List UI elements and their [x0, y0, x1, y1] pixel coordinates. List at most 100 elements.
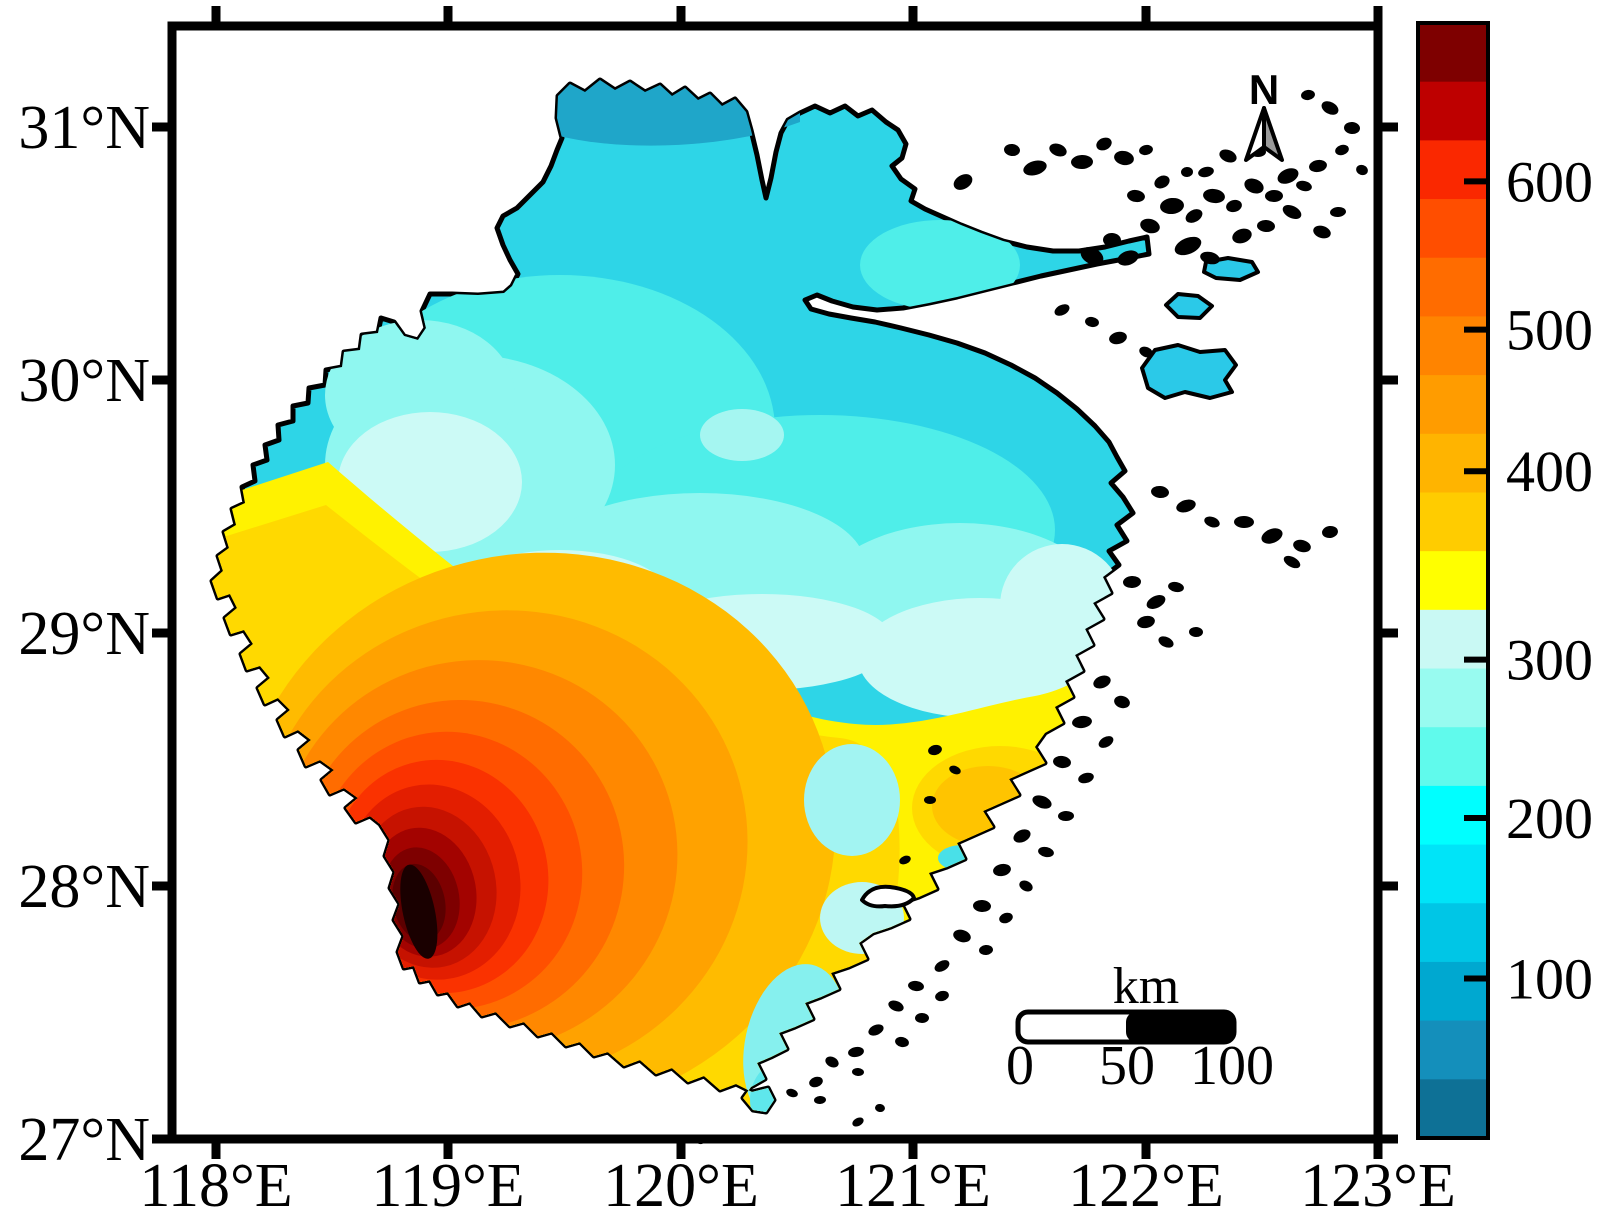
island [1313, 225, 1331, 239]
colorbar-segment [1418, 199, 1488, 259]
plot-frame [167, 21, 1383, 1144]
scale-bar: km 0 50 100 [1006, 958, 1274, 1097]
lat-label: 28°N [18, 853, 150, 921]
island [915, 1012, 929, 1024]
island [953, 174, 973, 190]
island [1234, 515, 1254, 529]
island [1232, 228, 1252, 244]
island [1093, 675, 1111, 689]
island [908, 980, 924, 992]
island [1038, 846, 1054, 858]
scale-bar-number: 50 [1099, 1035, 1155, 1097]
colorbar-tick-label: 200 [1506, 786, 1593, 851]
island [1160, 197, 1184, 215]
island [1139, 346, 1153, 358]
island [993, 863, 1011, 877]
island [1244, 178, 1264, 194]
colorbar-segment [1418, 375, 1488, 435]
scale-bar-unit: km [1113, 958, 1179, 1015]
island [1140, 218, 1160, 234]
island [1049, 143, 1067, 157]
island [1019, 880, 1033, 892]
island [1123, 575, 1141, 589]
island [1296, 180, 1312, 192]
island [1330, 206, 1346, 218]
island [1127, 189, 1145, 203]
colorbar-tick-label: 100 [1506, 947, 1593, 1012]
island [1198, 166, 1214, 178]
island [1078, 772, 1094, 784]
island-specks [695, 89, 1368, 1145]
island [935, 990, 949, 1002]
lon-label: 122°E [1068, 1152, 1224, 1220]
colorbar-tick-label: 400 [1506, 439, 1593, 504]
island [1032, 795, 1052, 809]
island [949, 765, 961, 775]
province-map [209, 77, 1368, 1145]
colorbar-segment [1418, 1079, 1488, 1139]
island [1114, 695, 1130, 709]
island [1114, 150, 1134, 166]
island [1261, 528, 1283, 544]
island [848, 1046, 864, 1058]
island [1189, 626, 1203, 638]
colorbar-segment [1418, 844, 1488, 905]
island [1158, 636, 1174, 648]
island [1283, 555, 1301, 569]
island [1023, 160, 1047, 176]
colorbar-segment [1418, 961, 1488, 1022]
island [1203, 188, 1225, 204]
island [809, 1076, 823, 1088]
lon-label: 121°E [835, 1152, 991, 1220]
island [1146, 595, 1166, 609]
colorbar-segment [1418, 551, 1488, 611]
island [1174, 236, 1202, 256]
island [1137, 615, 1155, 629]
island [1265, 189, 1283, 203]
island [1181, 166, 1193, 178]
island [1080, 247, 1104, 265]
island [1344, 121, 1360, 135]
island [814, 1095, 826, 1105]
lon-label: 120°E [603, 1152, 759, 1220]
island [1058, 810, 1074, 822]
island [1309, 159, 1327, 173]
island [1098, 736, 1114, 748]
island [1282, 204, 1302, 220]
colorbar-segment [1418, 903, 1488, 963]
island [1301, 89, 1315, 101]
island [1096, 137, 1112, 151]
island [1071, 154, 1093, 170]
island [825, 1056, 839, 1068]
colorbar-tick-label: 300 [1506, 628, 1593, 693]
island [1226, 199, 1242, 213]
island [1185, 209, 1203, 223]
island [868, 1024, 884, 1036]
island [1085, 316, 1099, 328]
colorbar-segment [1418, 433, 1488, 494]
colorbar-tick-label: 600 [1506, 149, 1593, 214]
island [1200, 251, 1220, 265]
lon-label: 118°E [139, 1152, 292, 1220]
scale-bar-labels: 0 50 100 [1006, 1035, 1274, 1097]
island [899, 855, 911, 865]
island [1219, 149, 1237, 163]
lon-label: 123°E [1300, 1152, 1456, 1220]
island [928, 744, 942, 756]
island [1293, 539, 1311, 553]
island [895, 1036, 909, 1048]
island [1356, 164, 1368, 176]
island [1054, 304, 1070, 316]
island [953, 929, 971, 943]
scale-bar-filled-half [1126, 1012, 1234, 1042]
island [1117, 250, 1139, 266]
island [1139, 144, 1153, 156]
island [852, 1117, 864, 1127]
lon-label: 119°E [371, 1152, 524, 1220]
island [1151, 485, 1169, 499]
north-arrow: N [1244, 66, 1284, 162]
island [1072, 715, 1092, 729]
island [973, 899, 991, 913]
